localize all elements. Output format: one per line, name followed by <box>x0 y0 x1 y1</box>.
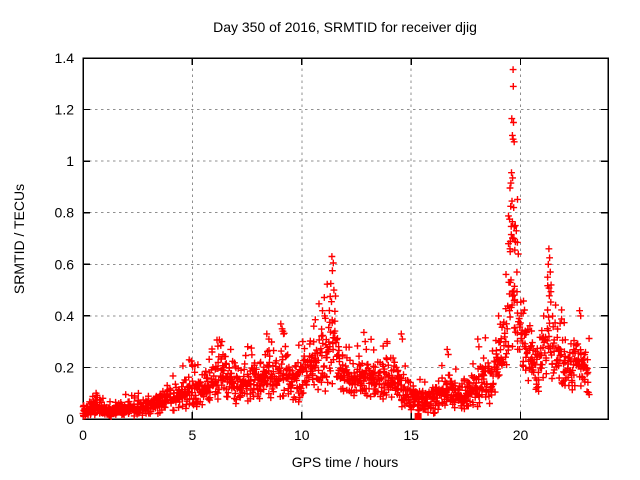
y-tick-label: 1.2 <box>55 102 75 118</box>
x-tick-label: 10 <box>294 427 310 443</box>
x-axis-label: GPS time / hours <box>292 454 399 470</box>
scatter-plus-markers <box>79 66 593 420</box>
y-tick-label: 1 <box>66 153 74 169</box>
y-tick-label: 0.6 <box>55 256 75 272</box>
y-tick-label: 0.4 <box>55 308 75 324</box>
y-tick-label: 0.2 <box>55 359 75 375</box>
chart-title: Day 350 of 2016, SRMTID for receiver dji… <box>213 19 477 35</box>
y-tick-label: 0.8 <box>55 205 75 221</box>
plot-border <box>82 57 609 420</box>
x-tick-label: 5 <box>188 427 196 443</box>
y-axis-label: SRMTID / TECUs <box>11 184 27 294</box>
y-tick-label: 1.4 <box>55 50 75 66</box>
x-tick-label: 0 <box>79 427 87 443</box>
x-tick-label: 15 <box>403 427 419 443</box>
x-tick-label: 20 <box>513 427 529 443</box>
square-marker <box>414 412 422 420</box>
data-points-series <box>79 66 593 420</box>
gridlines <box>83 58 608 419</box>
tick-labels: 0 5 10 15 20 0 0.2 0.4 0.6 0.8 1 1.2 1.4 <box>55 50 529 443</box>
y-tick-label: 0 <box>66 411 74 427</box>
